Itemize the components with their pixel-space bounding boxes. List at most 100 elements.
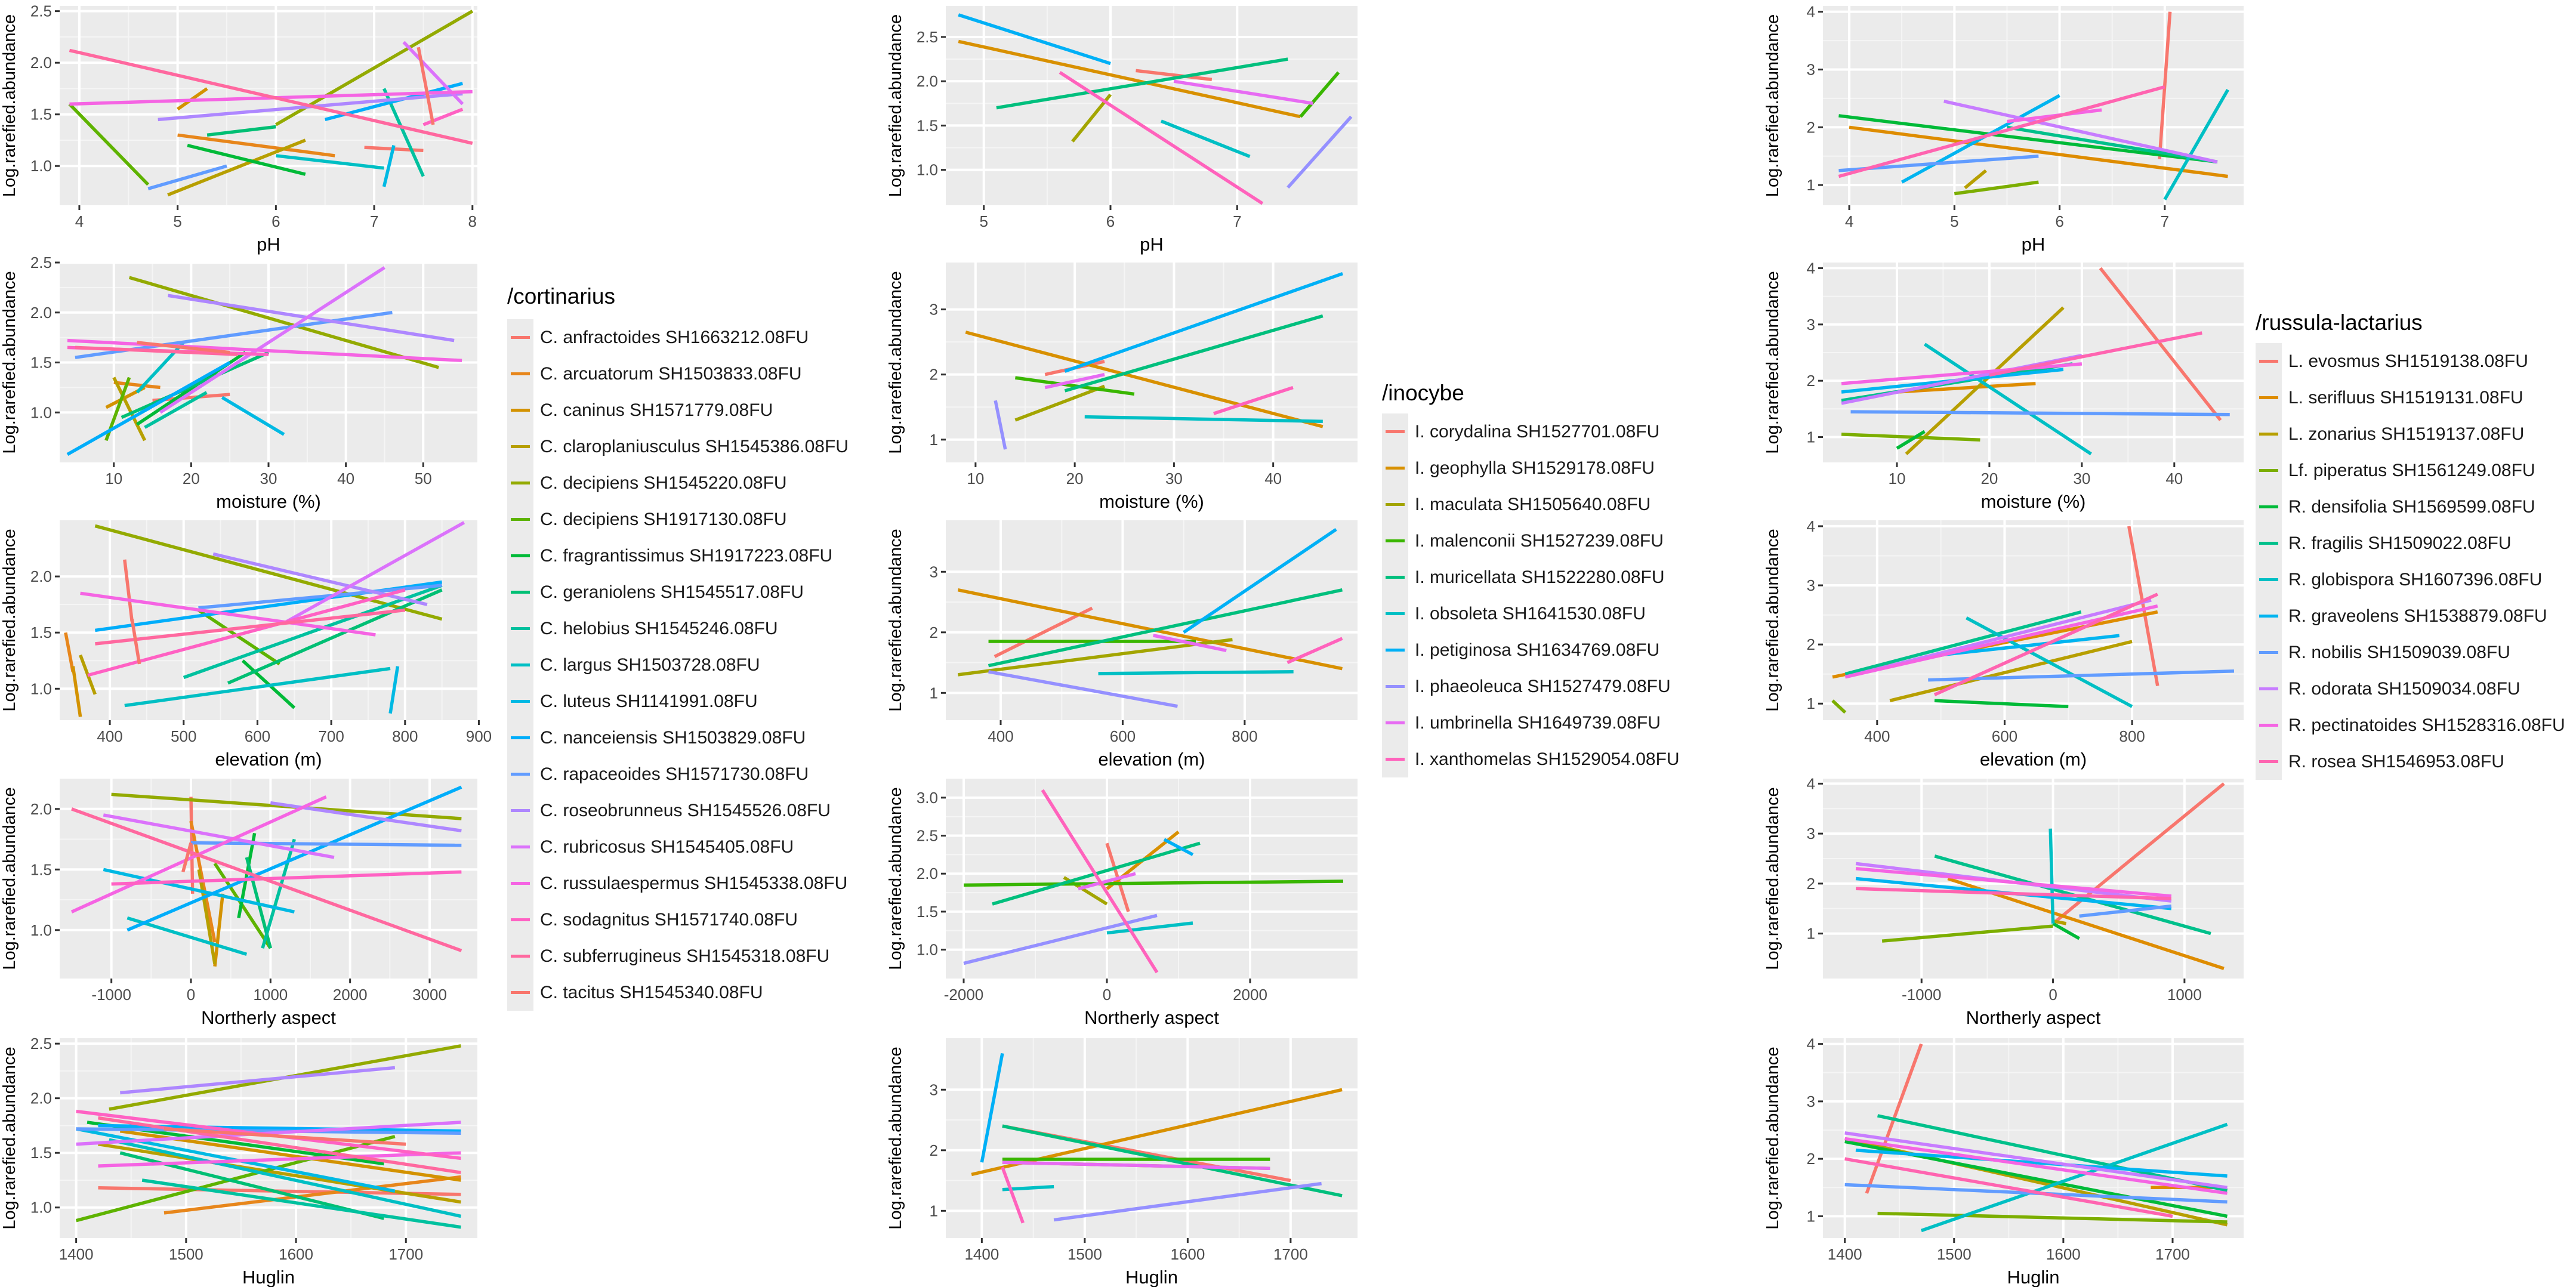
legend-swatch [2259, 433, 2278, 436]
regression-line [963, 879, 1344, 887]
y-tick-label: 3.0 [917, 789, 938, 807]
regression-line [1844, 1157, 2173, 1218]
regression-line [1213, 385, 1294, 415]
legend-label: R. fragilis SH1509022.08FU [2288, 533, 2512, 553]
x-tick-label: 20 [183, 470, 200, 487]
x-axis-label: Huglin [242, 1267, 295, 1287]
legend-label: C. arcuatorum SH1503833.08FU [540, 364, 802, 384]
regression-line [144, 391, 208, 429]
y-tick-label: 2 [1807, 635, 1815, 653]
y-tick-label: 1.0 [30, 680, 52, 697]
x-tick-label: 5 [979, 212, 988, 230]
regression-line [1933, 592, 2158, 696]
legend-item: I. maculata SH1505640.08FU [1382, 486, 1651, 523]
legend-item: C. geraniolens SH1545517.08FU [507, 574, 804, 610]
regression-line [1044, 373, 1105, 390]
y-axis-label: Log.rarefied.abundance [1763, 271, 1782, 453]
x-axis-label: elevation (m) [215, 749, 322, 770]
regression-line [1015, 376, 1135, 396]
regression-line [80, 591, 376, 637]
legend-item: I. umbrinella SH1649739.08FU [1382, 705, 1661, 741]
regression-line [276, 154, 384, 170]
legend-item: C. luteus SH1141991.08FU [507, 683, 758, 720]
regression-line [167, 138, 306, 197]
legend-key [2256, 525, 2282, 561]
y-tick-label: 1 [930, 1202, 938, 1220]
x-tick-label: 1400 [1828, 1245, 1862, 1263]
legend-swatch [511, 482, 530, 484]
y-tick-label: 2 [1807, 372, 1815, 390]
y-tick-label: 4 [1807, 1035, 1815, 1053]
regression-line [121, 351, 270, 419]
legend-swatch [511, 445, 530, 448]
x-tick-label: 600 [1110, 727, 1136, 745]
legend-label: I. umbrinella SH1649739.08FU [1415, 713, 1661, 733]
regression-line [1889, 640, 2133, 702]
y-tick-label: 2.5 [917, 28, 938, 46]
x-axis-label: pH [1140, 234, 1164, 255]
y-tick-label: 1 [1807, 695, 1815, 712]
x-tick-label: 400 [1864, 727, 1890, 745]
y-axis-label: Log.rarefied.abundance [0, 14, 19, 197]
regression-line [1844, 1131, 2228, 1190]
x-tick-label: 400 [97, 727, 122, 745]
panel-2-1: 5 6 7 1.0 1.5 2.0 2.5 pH Log.rarefied.abundance [886, 6, 1358, 255]
x-tick-label: 800 [1232, 727, 1257, 745]
legend-swatch [1386, 685, 1405, 688]
x-tick-label: 800 [2119, 727, 2145, 745]
x-tick-label: 2000 [333, 986, 368, 1004]
regression-line [69, 48, 473, 145]
y-tick-label: 2 [1807, 118, 1815, 136]
series-lines [957, 527, 1343, 708]
panel-1-4: -1000 0 1000 2000 3000 1.0 1.5 2.0 Northerly asp… [0, 779, 477, 1028]
y-tick-label: 2 [1807, 875, 1815, 893]
regression-line [994, 400, 1007, 450]
x-tick-label: 10 [967, 470, 984, 487]
legend-key [507, 465, 533, 501]
legend-title: /russula-lactarius [2256, 310, 2423, 335]
x-tick-label: 30 [1165, 470, 1183, 487]
regression-line [1920, 1122, 2228, 1233]
legend-swatch [511, 955, 530, 958]
legend-item: C. subferrugineus SH1545318.08FU [507, 938, 829, 974]
legend-key [507, 647, 533, 683]
regression-line [71, 666, 82, 717]
panel-background [60, 6, 477, 205]
legend-label: C. rapaceoides SH1571730.08FU [540, 764, 809, 784]
panel-1-1: 4 5 6 7 8 1.0 1.5 2.0 2.5 pH Log.rarefied.abundanc… [0, 2, 477, 255]
x-tick-label: 600 [245, 727, 270, 745]
y-axis-label: Log.rarefied.abundance [1763, 14, 1782, 197]
y-tick-label: 4 [1807, 774, 1815, 792]
series-lines [1831, 526, 2235, 714]
y-axis-label: Log.rarefied.abundance [1763, 529, 1782, 711]
regression-line [1943, 100, 2218, 164]
legend-item: I. petiginosa SH1634769.08FU [1382, 632, 1659, 668]
panel-2-3: 400 600 800 1 2 3 elevation (m) Log.rarefied.ab… [886, 520, 1358, 770]
regression-line [1002, 1161, 1270, 1171]
regression-line [87, 588, 406, 677]
y-tick-label: 3 [1807, 316, 1815, 334]
legend-key [507, 501, 533, 538]
regression-line [163, 1175, 461, 1215]
legend-key [507, 974, 533, 1011]
legend-item: C. fragrantissimus SH1917223.08FU [507, 538, 832, 574]
legend-item: R. fragilis SH1509022.08FU [2256, 525, 2512, 561]
series-lines [1844, 1043, 2228, 1233]
regression-line [988, 670, 1178, 708]
legend-label: R. graveolens SH1538879.08FU [2288, 606, 2547, 626]
y-axis-label: Log.rarefied.abundance [0, 271, 19, 453]
y-axis-label: Log.rarefied.abundance [886, 14, 905, 197]
x-tick-label: 1400 [964, 1245, 999, 1263]
legend-item: I. muricellata SH1522280.08FU [1382, 559, 1665, 595]
y-axis-label: Log.rarefied.abundance [0, 787, 19, 970]
legend-label: R. nobilis SH1509039.08FU [2288, 643, 2510, 662]
legend-swatch [2259, 578, 2278, 581]
legend-label: I. phaeoleuca SH1527479.08FU [1415, 677, 1671, 696]
legend-label: I. xanthomelas SH1529054.08FU [1415, 749, 1680, 769]
legend-label: C. roseobrunneus SH1545526.08FU [540, 801, 831, 820]
panel-3-5: 1400 1500 1600 1700 1 2 3 4 Huglin Log.rarefied.a… [1763, 1035, 2244, 1287]
regression-line [187, 143, 306, 176]
legend-key [507, 610, 533, 647]
y-tick-label: 1 [930, 431, 938, 449]
y-tick-label: 1.5 [30, 354, 52, 372]
